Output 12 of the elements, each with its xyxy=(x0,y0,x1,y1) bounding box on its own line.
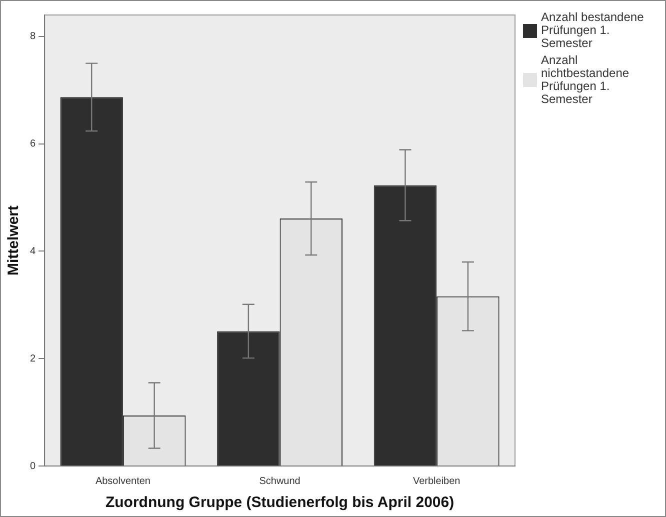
y-tick-label: 0 xyxy=(30,460,36,472)
x-tick-label: Verbleiben xyxy=(412,476,460,487)
x-tick-label: Schwund xyxy=(259,476,300,487)
y-tick-label: 6 xyxy=(30,138,36,150)
legend-label: Anzahl nichtbestandene Prüfungen 1. Semester xyxy=(541,53,630,106)
y-tick-label: 8 xyxy=(30,31,36,42)
y-tick-label: 4 xyxy=(30,246,36,257)
x-axis-title: Zuordnung Gruppe (Studienerfolg bis April 2006) xyxy=(105,494,454,512)
y-axis-title: Mittelwert xyxy=(5,205,22,276)
x-tick-label: Absolventen xyxy=(95,476,150,487)
y-tick-label: 2 xyxy=(30,353,36,364)
legend-label: Anzahl bestandene Prüfungen 1. Semester xyxy=(541,10,645,50)
